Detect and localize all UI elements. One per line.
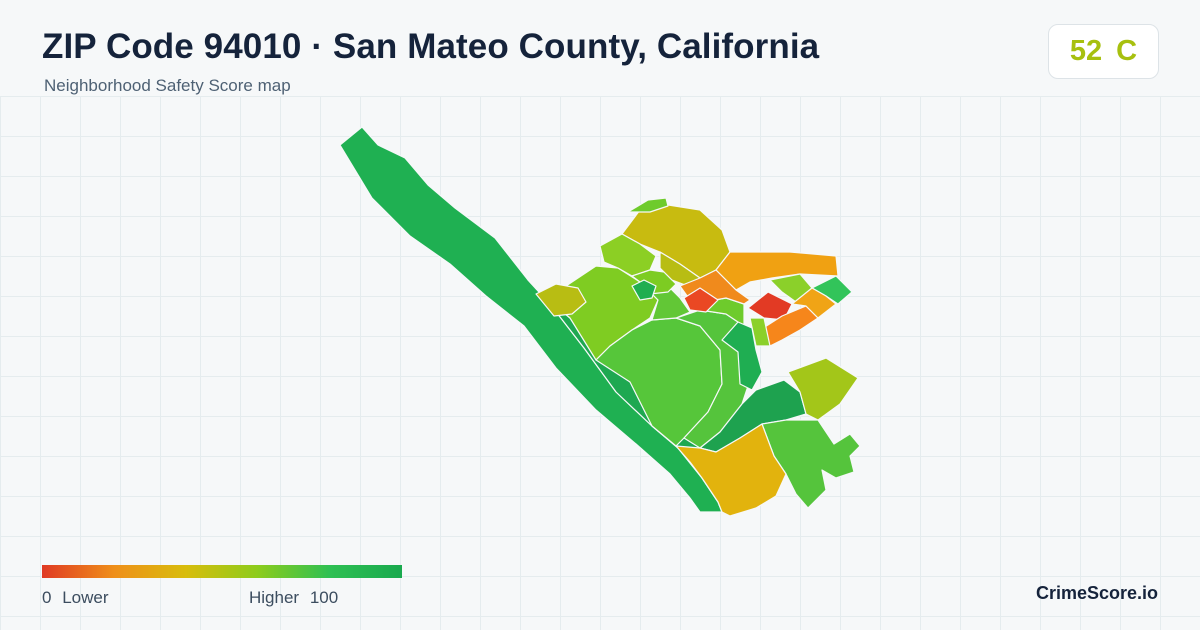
legend-low-value: 0 [42, 588, 52, 607]
safety-grade: C [1116, 35, 1138, 67]
map-region-east-green[interactable] [721, 321, 763, 391]
map-region-north-dark[interactable] [631, 279, 657, 301]
map-region-red-a[interactable] [683, 287, 719, 313]
legend-gradient-bar [42, 565, 402, 578]
map-region-south-gold[interactable] [675, 423, 787, 517]
map-region-orange-c[interactable] [759, 305, 819, 347]
legend-high: Higher 100 [249, 588, 338, 608]
brand-logo-text[interactable]: CrimeScore.io [1035, 583, 1158, 603]
map-region-east-olive[interactable] [787, 357, 859, 421]
legend-low-label: Lower [62, 588, 109, 607]
map-region-orange-top[interactable] [715, 251, 839, 291]
page-subtitle: Neighborhood Safety Score map [44, 76, 291, 95]
map-region-red-b[interactable] [747, 291, 793, 321]
page-title: ZIP Code 94010 · San Mateo County, Calif… [42, 27, 820, 66]
map-region-amber[interactable] [791, 287, 837, 319]
legend-high-value: 100 [309, 588, 339, 607]
legend-high-label: Higher [249, 588, 300, 607]
map-region-south-east[interactable] [761, 419, 861, 509]
safety-score-value: 52 [1069, 35, 1103, 67]
map-region-west-olive[interactable] [535, 283, 587, 317]
header-band [0, 0, 1200, 96]
map-region-top-green[interactable] [627, 197, 669, 213]
safety-score-badge: 52 C [1048, 24, 1159, 79]
legend-low: 0 Lower [42, 588, 109, 608]
